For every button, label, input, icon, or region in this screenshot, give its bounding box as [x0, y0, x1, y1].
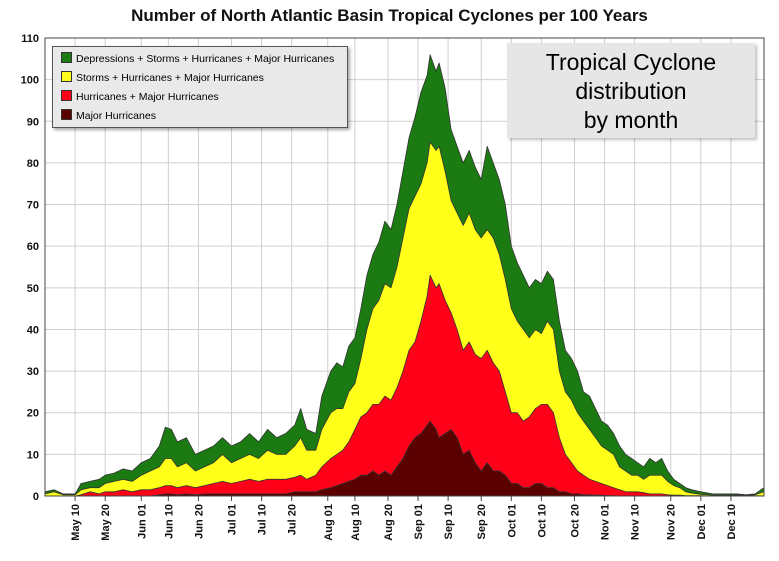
- y-tick-label: 80: [27, 158, 39, 170]
- axes: [44, 37, 765, 501]
- legend-label: Storms + Hurricanes + Major Hurricanes: [76, 72, 264, 84]
- y-tick-label: 90: [27, 116, 39, 128]
- x-tick-label: Jul 01: [227, 504, 239, 535]
- legend-label: Depressions + Storms + Hurricanes + Majo…: [76, 53, 335, 65]
- x-tick-label: Oct 10: [536, 504, 548, 538]
- legend-item-depressions: Depressions + Storms + Hurricanes + Majo…: [61, 52, 334, 68]
- x-tick-label: Jun 10: [163, 504, 175, 539]
- annotation-line-2: distribution: [575, 78, 687, 104]
- x-tick-label: Aug 20: [383, 504, 395, 541]
- annotation-line-3: by month: [583, 107, 679, 133]
- legend-item-storms: Storms + Hurricanes + Major Hurricanes: [61, 71, 264, 87]
- chart-title: Number of North Atlantic Basin Tropical …: [131, 6, 648, 25]
- legend-swatch-yellow: [61, 71, 72, 82]
- legend-item-major-hurricanes: Major Hurricanes: [61, 109, 156, 125]
- legend-item-hurricanes: Hurricanes + Major Hurricanes: [61, 90, 219, 106]
- x-tick-labels: May 10 May 20 Jun 01 Jun 10 Jun 20 Jul 01 Jul …: [70, 504, 738, 541]
- area-series-3: [44, 274, 765, 497]
- plot-border: [44, 37, 765, 497]
- legend-label: Major Hurricanes: [76, 110, 156, 122]
- x-tick-label: Dec 01: [696, 504, 708, 539]
- x-tick-label: Sep 01: [413, 504, 425, 539]
- x-tick-label: Dec 10: [726, 504, 738, 539]
- y-tick-label: 10: [27, 449, 39, 461]
- y-tick-labels: 0 10 20 30 40 50 60 70 80 90 100 110: [21, 33, 39, 503]
- legend-swatch-darkred: [61, 109, 72, 120]
- x-tick-label: Sep 10: [443, 504, 455, 539]
- y-tick-label: 30: [27, 366, 39, 378]
- y-tick-label: 0: [33, 491, 39, 503]
- x-tick-label: Jul 20: [287, 504, 299, 535]
- x-tick-label: Oct 01: [506, 504, 518, 538]
- annotation-line-1: Tropical Cyclone: [545, 49, 717, 75]
- x-tick-label: Sep 20: [476, 504, 488, 539]
- x-tick-label: Jun 01: [136, 504, 148, 539]
- y-tick-label: 60: [27, 241, 39, 253]
- x-tick-label: Nov 01: [600, 504, 612, 540]
- legend-label: Hurricanes + Major Hurricanes: [76, 91, 219, 103]
- legend-swatch-green: [61, 52, 72, 63]
- x-tick-label: May 10: [70, 504, 82, 541]
- area-series: [44, 54, 765, 497]
- x-tick-label: May 20: [100, 504, 112, 541]
- x-tick-label: Oct 20: [569, 504, 581, 538]
- area-series-2: [44, 141, 765, 497]
- x-tick-label: Nov 10: [630, 504, 642, 540]
- y-tick-label: 40: [27, 324, 39, 336]
- x-tick-label: Jun 20: [193, 504, 205, 539]
- x-tick-label: Aug 10: [350, 504, 362, 541]
- y-tick-label: 50: [27, 283, 39, 295]
- x-tick-label: Jul 10: [257, 504, 269, 535]
- y-tick-label: 110: [21, 33, 39, 45]
- y-tick-label: 70: [27, 200, 39, 212]
- y-tick-label: 100: [21, 75, 39, 87]
- x-tick-label: Aug 01: [323, 504, 335, 541]
- legend-swatch-red: [61, 90, 72, 101]
- annotation-box: Tropical Cyclone distribution by month: [507, 43, 755, 138]
- y-tick-label: 20: [27, 408, 39, 420]
- chart-legend: Depressions + Storms + Hurricanes + Majo…: [52, 46, 348, 128]
- x-tick-label: Nov 20: [666, 504, 678, 540]
